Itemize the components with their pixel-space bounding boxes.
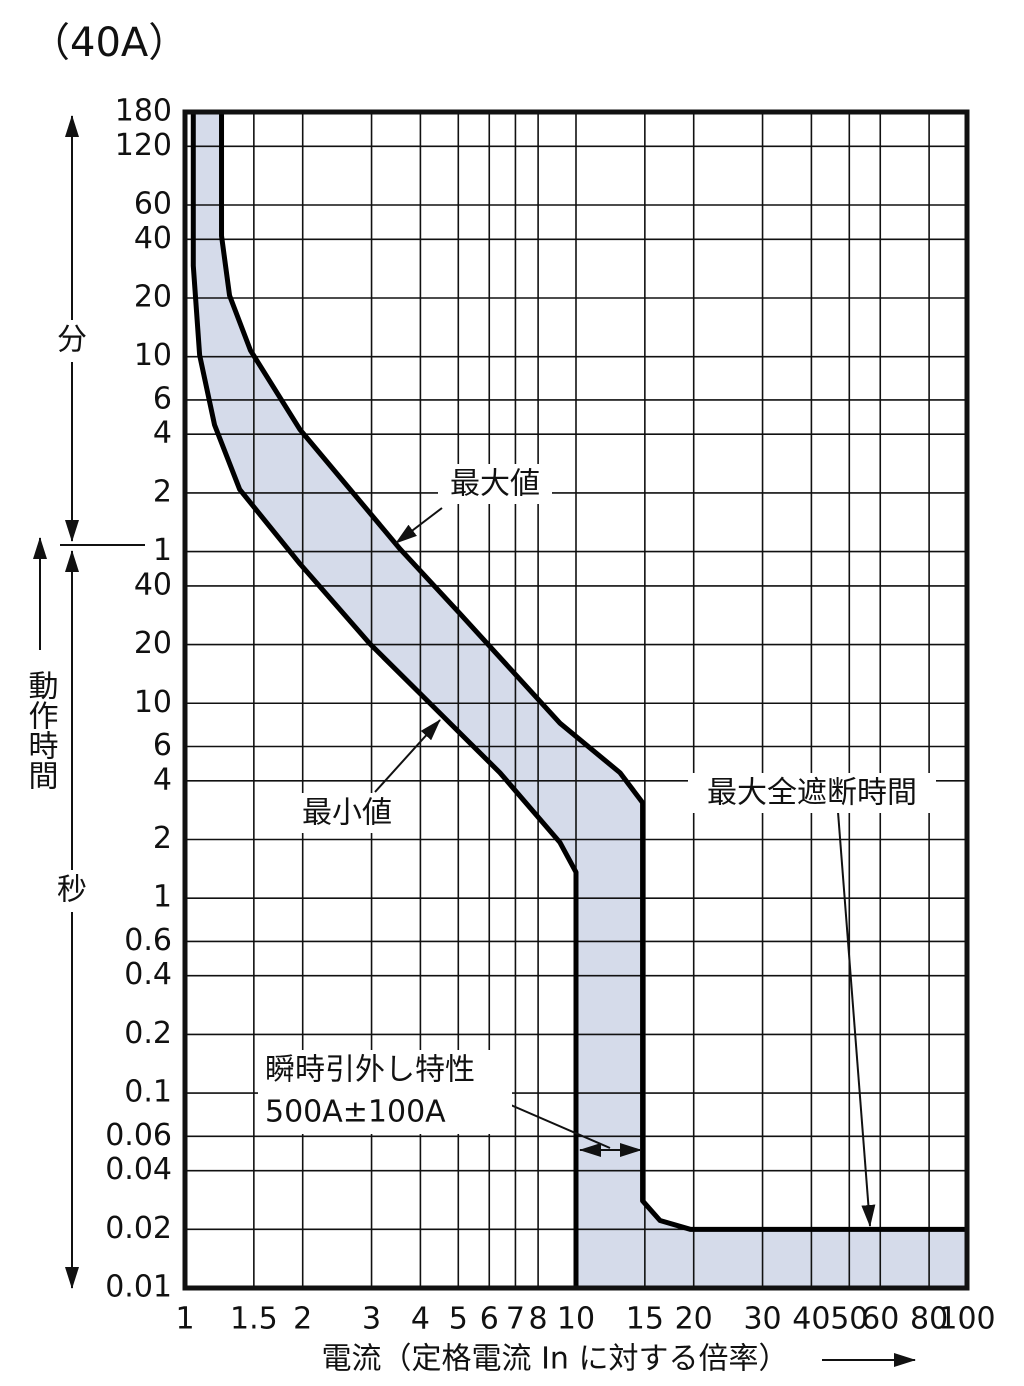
y-tick-label: 10 <box>134 685 172 720</box>
x-tick-label: 8 <box>529 1302 548 1337</box>
y-tick-label: 0.01 <box>105 1270 172 1305</box>
x-axis-label: 電流（定格電流 In に対する倍率） <box>322 1342 789 1377</box>
y-axis-label: 動作時間 <box>23 670 58 790</box>
y-tick-label: 10 <box>134 338 172 373</box>
plot-frame <box>182 109 970 1291</box>
y-tick-label: 1 <box>153 880 172 915</box>
curve <box>219 112 967 1232</box>
y-tick-label: 4 <box>153 416 172 451</box>
y-tick-label: 40 <box>134 567 172 602</box>
x-tick-label: 1.5 <box>230 1302 278 1337</box>
y-tick-label: 180 <box>115 94 172 129</box>
x-tick-label: 100 <box>938 1302 995 1337</box>
x-tick-label: 2 <box>293 1302 312 1337</box>
leader <box>837 811 876 1227</box>
y-tick-label: 0.4 <box>124 957 172 992</box>
x-tick-label: 10 <box>557 1302 595 1337</box>
x-tick-label: 5 <box>449 1302 468 1337</box>
x-tick-label: 60 <box>861 1302 899 1337</box>
leader <box>374 719 441 793</box>
y-tick-label: 6 <box>153 728 172 763</box>
y-tick-label: 0.06 <box>105 1118 172 1153</box>
label-bg <box>290 793 404 833</box>
x-tick-label: 6 <box>480 1302 499 1337</box>
x-tick-label: 80 <box>910 1302 948 1337</box>
x-tick-label: 7 <box>506 1302 525 1337</box>
y-unit-minutes: 分 <box>57 323 87 358</box>
label-bg <box>438 464 552 504</box>
y-tick-label: 120 <box>115 128 172 163</box>
y-unit-seconds: 秒 <box>57 873 87 908</box>
annotation: 500A±100A <box>265 1095 446 1130</box>
label-bg <box>258 1050 512 1134</box>
curve <box>190 112 579 1288</box>
y-tick-label: 40 <box>134 221 172 256</box>
annotation: 最大全遮断時間 <box>707 776 917 811</box>
y-tick-label: 6 <box>153 381 172 416</box>
y-tick-label: 2 <box>153 474 172 509</box>
y-tick-label: 0.6 <box>124 923 172 958</box>
x-tick-label: 15 <box>626 1302 664 1337</box>
series-label: 最大値 <box>450 467 540 502</box>
x-tick-label: 1 <box>175 1302 194 1337</box>
y-tick-label: 20 <box>134 626 172 661</box>
annotation: 瞬時引外し特性 <box>265 1053 475 1088</box>
y-tick-label: 60 <box>134 186 172 221</box>
x-tick-label: 50 <box>830 1302 868 1337</box>
series-label: 最小値 <box>302 796 392 831</box>
y-tick-label: 0.1 <box>124 1075 172 1110</box>
y-tick-label: 2 <box>153 821 172 856</box>
plot <box>182 109 970 1291</box>
band <box>193 112 967 1288</box>
x-tick-label: 4 <box>411 1302 430 1337</box>
x-tick-label: 20 <box>675 1302 713 1337</box>
y-tick-label: 1 <box>153 533 172 568</box>
x-tick-label: 3 <box>362 1302 381 1337</box>
y-tick-label: 20 <box>134 279 172 314</box>
chart-title: （40A） <box>30 20 188 66</box>
x-tick-label: 40 <box>792 1302 830 1337</box>
leader <box>395 507 443 544</box>
y-tick-label: 4 <box>153 762 172 797</box>
y-tick-label: 0.02 <box>105 1211 172 1246</box>
x-tick-label: 30 <box>743 1302 781 1337</box>
y-tick-label: 0.2 <box>124 1016 172 1051</box>
y-axis-annotations <box>33 115 145 1289</box>
y-tick-label: 0.04 <box>105 1152 172 1187</box>
label-bg <box>688 773 936 813</box>
